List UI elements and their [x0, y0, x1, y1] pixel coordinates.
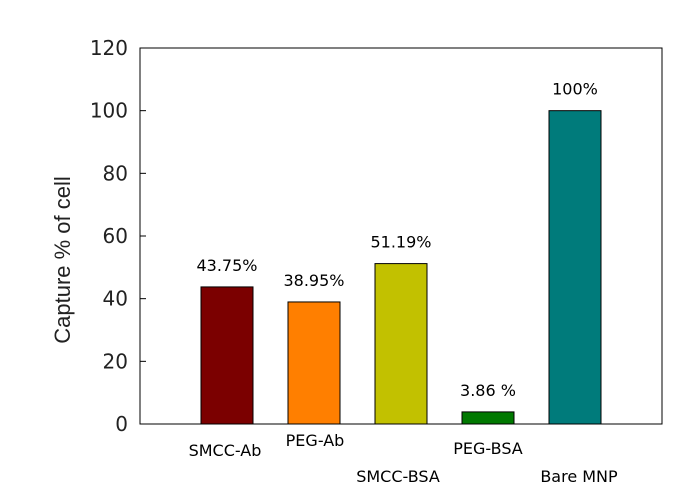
data-label: 100%: [552, 80, 598, 99]
y-tick-label: 80: [103, 161, 128, 185]
data-label: 3.86 %: [460, 381, 516, 400]
plot-area: 0 20 40 60 80 100 120 43.75% SMCC-Ab 38.95% PEG-Ab…: [90, 36, 663, 486]
category-label: Bare MNP: [540, 467, 618, 486]
bar: [200, 286, 254, 425]
y-tick-label: 100: [90, 99, 128, 123]
y-axis-title: Capture % of cell: [50, 176, 75, 344]
data-label: 43.75%: [196, 256, 257, 275]
y-tick-label: 120: [90, 36, 128, 60]
bar: [374, 263, 428, 425]
bar: [461, 411, 515, 425]
category-label: SMCC-Ab: [189, 441, 262, 460]
data-label: 51.19%: [370, 233, 431, 252]
y-tick-label: 60: [103, 224, 128, 248]
bar: [287, 301, 341, 425]
category-label: PEG-BSA: [453, 439, 523, 458]
data-label: 38.95%: [283, 271, 344, 290]
y-tick-label: 40: [103, 287, 128, 311]
category-label: PEG-Ab: [286, 431, 345, 450]
category-label: SMCC-BSA: [356, 467, 440, 486]
y-tick-label: 0: [115, 412, 128, 436]
y-tick-label: 20: [103, 349, 128, 373]
bar: [548, 110, 602, 425]
